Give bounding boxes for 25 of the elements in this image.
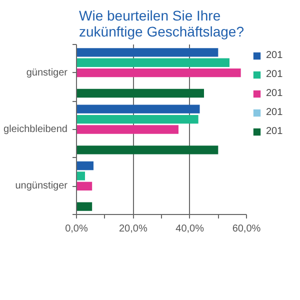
bar xyxy=(76,58,230,67)
legend-label: 201 xyxy=(266,107,284,118)
legend-label: 201 xyxy=(266,88,284,99)
x-tick-label: 60,0% xyxy=(232,224,261,234)
y-tick-label: gleichbleibend xyxy=(4,124,68,135)
bar xyxy=(76,114,198,124)
bar xyxy=(76,172,85,180)
y-tick-label: ungünstiger xyxy=(15,180,68,192)
x-tick-label: 0,0% xyxy=(65,224,88,234)
bar xyxy=(76,146,218,154)
bar xyxy=(76,161,94,170)
bar xyxy=(76,202,92,211)
bar xyxy=(76,48,218,57)
bar xyxy=(76,104,200,114)
x-tick-label: 20,0% xyxy=(118,224,148,234)
chart-title: Wie beurteilen Sie Ihre zukünftige Geschäftslage? xyxy=(79,8,244,40)
bar xyxy=(76,88,204,98)
x-tick-label: 40,0% xyxy=(176,224,204,234)
bar xyxy=(76,68,241,78)
legend-label: 201 xyxy=(266,126,284,137)
bar xyxy=(76,125,178,134)
legend-label: 201 xyxy=(266,50,284,61)
legend-label: 201 xyxy=(266,69,284,80)
y-tick-label: günstiger xyxy=(26,67,68,78)
bar xyxy=(76,182,92,190)
